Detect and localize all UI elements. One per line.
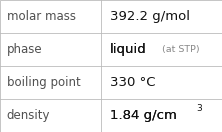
Text: 1.84 g/cm: 1.84 g/cm [110,109,177,122]
Text: 392.2 g/mol: 392.2 g/mol [110,10,190,23]
Text: (at STP): (at STP) [162,45,199,54]
Text: liquid: liquid [110,43,147,56]
Text: phase: phase [7,43,42,56]
Text: density: density [7,109,50,122]
Text: molar mass: molar mass [7,10,76,23]
Text: 3: 3 [196,104,202,113]
Text: 330 °C: 330 °C [110,76,155,89]
Text: liquid: liquid [110,43,147,56]
Text: boiling point: boiling point [7,76,80,89]
Text: 1.84 g/cm: 1.84 g/cm [110,109,177,122]
